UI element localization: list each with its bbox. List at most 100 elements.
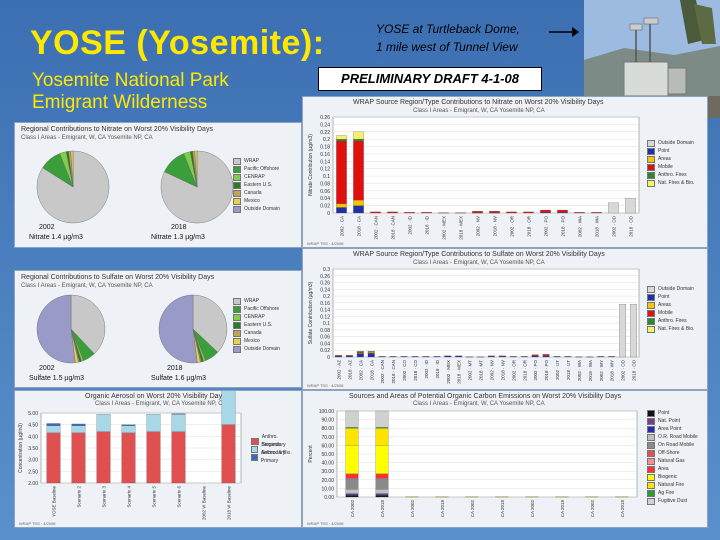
nitrate-pie-legend-label: Eastern U.S.	[244, 182, 273, 188]
organic-bar-bar-segment	[221, 424, 236, 484]
organic-carbon-bar-segment	[345, 477, 359, 480]
sulfate-pie-legend-swatch	[233, 329, 241, 337]
organic-carbon-legend-swatch	[647, 473, 655, 481]
sulfate-bar-bar-segment	[597, 356, 605, 358]
sulfate-bar-bar-segment	[455, 355, 463, 358]
sulfate-pie-legend-label: WRAP	[244, 298, 259, 304]
site-location-line1: YOSE at Turtleback Dome,	[376, 22, 520, 36]
nitrate-pie-svg	[36, 150, 234, 224]
sulfate-bar-xtick: 2002 · CA	[358, 360, 363, 380]
sulfate-bar-xtick: 2018 · MT	[479, 360, 484, 381]
sulfate-bar-ytick: 0	[327, 355, 330, 361]
organic-carbon-ytick: 10.00	[321, 486, 334, 492]
organic-bar-legend-item: Anthro. Secondary	[251, 434, 301, 448]
organic-carbon-legend-item: O.R. Road Mobile	[647, 433, 698, 441]
nitrate-bar-bar-segment	[353, 140, 364, 201]
nitrate-pie-legend-item: Outside Domain	[233, 205, 280, 213]
nitrate-bar-panel: WRAP Source Region/Type Contributions to…	[302, 96, 708, 248]
nitrate-pie-legend-swatch	[233, 173, 241, 181]
organic-carbon-bar-segment	[615, 496, 629, 498]
organic-bar-legend-swatch	[251, 437, 259, 445]
sulfate-bar-ytick: 0.26	[320, 274, 330, 280]
nitrate-bar-legend-item: Mobile	[647, 163, 694, 171]
organic-carbon-bar-segment	[405, 496, 419, 498]
organic-carbon-legend-item: Ag Fire	[647, 489, 698, 497]
nitrate-bar-legend-item: Outside Domain	[647, 139, 694, 147]
sulfate-pie-legend-label: Canada	[244, 330, 262, 336]
organic-bar-ylabel: Concentration (µg/m3)	[18, 423, 24, 473]
sulfate-pie-legend-swatch	[233, 297, 241, 305]
nitrate-pie-title: Regional Contributions to Nitrate on Wor…	[21, 126, 213, 133]
nitrate-bar-legend-swatch	[647, 179, 655, 187]
sulfate-bar-xtick: 2002 · OD	[621, 359, 626, 381]
sulfate-bar-xtick: 2002 · ID	[424, 359, 429, 378]
organic-bar-bar-segment	[121, 425, 136, 433]
organic-bar-bar-segment	[121, 424, 136, 426]
sulfate-pie-legend: WRAP Pacific Offshore CENRAP Eastern U.S. Ca…	[233, 297, 280, 353]
sulfate-bar-bar-segment	[608, 356, 616, 358]
organic-bar-ytick: 2.00	[28, 481, 38, 487]
nitrate-bar-subtitle: Class I Areas - Emigrant, W, CA Yosemite…	[413, 108, 545, 114]
organic-bar-bar-segment	[71, 425, 86, 433]
sulfate-bar-xtick: 2002 · CAN	[380, 360, 385, 384]
nitrate-bar-bar-segment	[608, 202, 619, 214]
sulfate-bar-xtick: 2002 · AZ	[336, 360, 341, 380]
nitrate-bar-bar-segment	[336, 207, 347, 214]
nitrate-bar-ytick: 0.22	[320, 130, 330, 136]
sulfate-bar-bar-segment	[564, 356, 572, 358]
sulfate-bar-legend-item: Point	[647, 293, 694, 301]
organic-carbon-legend-swatch	[647, 449, 655, 457]
sulfate-bar-legend-item: Nat. Fires & Bio.	[647, 325, 694, 333]
organic-carbon-bar-segment	[375, 445, 389, 474]
organic-carbon-bar-segment	[585, 496, 599, 498]
site-location: YOSE at Turtleback Dome, 1 mile west of …	[376, 20, 520, 56]
nitrate-bar-bar-segment	[472, 211, 483, 213]
sulfate-bar-ytick: 0.26	[320, 281, 330, 287]
sulfate-bar-svg: 0.30.260.260.240.20.160.140.120.10.080.0…	[308, 267, 640, 384]
nitrate-bar-xtick: 2002 · NV	[476, 216, 481, 236]
organic-bar-xtick: YOSE Baseline	[52, 486, 57, 518]
nitrate-bar-legend-item: Anthro. Fires	[647, 171, 694, 179]
sulfate-pie-legend-label: Outside Domain	[244, 346, 280, 352]
sulfate-bar-bar-segment	[542, 355, 550, 358]
sulfate-pie-legend-label: Pacific Offshore	[244, 306, 280, 312]
organic-carbon-bar-segment	[375, 495, 389, 498]
nitrate-bar-ytick: 0.24	[320, 122, 330, 128]
nitrate-pie-legend-swatch	[233, 197, 241, 205]
organic-carbon-bar-segment	[495, 496, 509, 498]
nitrate-bar-legend-item: Areas	[647, 155, 694, 163]
organic-carbon-bar-segment	[345, 478, 359, 490]
organic-carbon-ytick: 70.00	[321, 435, 334, 441]
sulfate-bar-ytick: 0.12	[320, 314, 330, 320]
sulfate-pie-panel: Regional Contributions to Sulfate on Wor…	[14, 270, 302, 388]
nitrate-bar-ytick: 0.04	[320, 196, 330, 202]
sulfate-bar-bar-segment	[444, 355, 452, 358]
sulfate-bar-bar-segment	[345, 355, 353, 356]
organic-carbon-legend-label: Biogenic	[658, 474, 678, 480]
sulfate-bar-xtick: 2002 · MT	[468, 360, 473, 381]
organic-carbon-xtick: CA 2002	[590, 500, 595, 518]
nitrate-bar-bar-segment	[557, 209, 568, 213]
sulfate-pie-2002-year: 2002	[39, 365, 55, 372]
organic-carbon-bar-segment	[345, 493, 359, 495]
nitrate-bar-bar-segment	[336, 140, 347, 204]
organic-bar-ytick: 2.50	[28, 469, 38, 475]
sulfate-bar-ytick: 0.24	[320, 287, 330, 293]
organic-carbon-legend-label: O.R. Road Mobile	[658, 434, 698, 440]
sulfate-bar-bar-segment	[630, 304, 637, 358]
organic-bar-legend-item: Anthro. & Bio. Primary	[251, 450, 301, 464]
sulfate-bar-ytick: 0.04	[320, 341, 330, 347]
organic-carbon-legend-item: Point	[647, 409, 698, 417]
nitrate-bar-legend-swatch	[647, 155, 655, 163]
sulfate-pie-slice	[70, 294, 106, 355]
sulfate-bar-legend-label: Outside Domain	[658, 286, 694, 292]
sulfate-pie-legend-label: Eastern U.S.	[244, 322, 273, 328]
nitrate-bar-legend-item: Point	[647, 147, 694, 155]
sulfate-bar-subtitle: Class I Areas - Emigrant, W, CA Yosemite…	[413, 260, 545, 266]
organic-carbon-legend-item: Biogenic	[647, 473, 698, 481]
sulfate-pie-legend-item: Pacific Offshore	[233, 305, 280, 313]
sulfate-bar-plot-area	[332, 268, 640, 358]
nitrate-bar-ytick: 0.2	[323, 137, 330, 143]
sulfate-bar-legend-label: Mobile	[658, 310, 673, 316]
organic-carbon-ytick: 100.00	[319, 409, 335, 415]
